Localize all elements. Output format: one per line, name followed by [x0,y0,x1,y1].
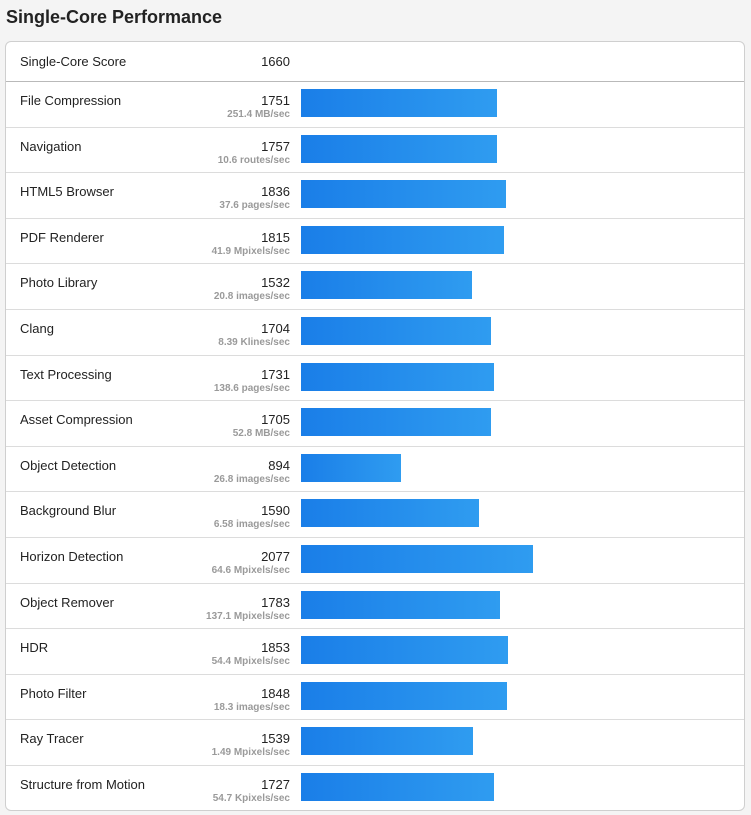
benchmark-score: 1783 [261,594,290,610]
score-bar [301,773,494,801]
benchmark-score: 1727 [261,777,290,792]
summary-row: Single-Core Score 1660 [6,42,744,82]
benchmark-rate: 137.1 Mpixels/sec [206,610,290,622]
benchmark-rate: 10.6 routes/sec [217,154,290,166]
table-row: Navigation 1757 10.6 routes/sec [6,128,744,174]
score-bar [301,681,507,710]
benchmark-rate: 138.6 pages/sec [213,382,290,394]
score-bar [301,408,491,437]
benchmark-rate: 41.9 Mpixels/sec [211,245,290,257]
table-row: PDF Renderer 1815 41.9 Mpixels/sec [6,219,744,265]
benchmark-name: HTML5 Browser [20,184,114,200]
table-row: File Compression 1751 251.4 MB/sec [6,82,744,128]
summary-label: Single-Core Score [20,54,127,69]
benchmark-name: Photo Filter [20,685,87,701]
benchmark-name: Structure from Motion [20,777,145,792]
benchmark-rate: 54.7 Kpixels/sec [212,793,290,804]
score-bar [301,727,473,756]
benchmark-score: 1532 [261,275,290,291]
benchmark-name: Asset Compression [20,412,133,428]
score-bar [301,362,494,391]
benchmark-table: Single-Core Score 1660 File Compression 1… [5,41,745,811]
score-bar [301,499,479,528]
score-bar [301,271,472,300]
benchmark-score: 1757 [261,138,290,154]
benchmark-rate: 8.39 Klines/sec [218,337,290,348]
page-title: Single-Core Performance [6,7,223,27]
score-bar [301,453,401,482]
benchmark-name: Ray Tracer [20,731,84,747]
table-row: Photo Library 1532 20.8 images/sec [6,264,744,310]
table-row: Text Processing 1731 138.6 pages/sec [6,356,744,402]
score-bar [301,545,533,573]
table-row: Ray Tracer 1539 1.49 Mpixels/sec [6,720,744,766]
table-row: Photo Filter 1848 18.3 images/sec [6,675,744,721]
benchmark-name: Navigation [20,138,82,154]
score-bar [301,317,491,345]
score-bar [301,134,497,163]
benchmark-name: Horizon Detection [20,549,124,564]
benchmark-rate: 52.8 MB/sec [232,428,290,440]
benchmark-name: Background Blur [20,503,117,519]
benchmark-name: PDF Renderer [20,229,104,245]
table-row: HTML5 Browser 1836 37.6 pages/sec [6,173,744,219]
benchmark-score: 1848 [261,685,290,701]
benchmark-score: 1815 [261,229,290,245]
benchmark-rate: 1.49 Mpixels/sec [211,747,290,759]
table-row: Horizon Detection 2077 64.6 Mpixels/sec [6,538,744,584]
table-row: Object Remover 1783 137.1 Mpixels/sec [6,584,744,630]
benchmark-rate: 37.6 pages/sec [219,200,290,212]
benchmark-rate: 20.8 images/sec [213,291,290,303]
benchmark-score: 1751 [261,93,290,108]
benchmark-score: 1539 [261,731,290,747]
benchmark-name: Photo Library [20,275,98,291]
table-row: Clang 1704 8.39 Klines/sec [6,310,744,356]
benchmark-rate: 64.6 Mpixels/sec [211,565,290,576]
benchmark-name: HDR [20,640,49,656]
benchmark-score: 1590 [261,503,290,519]
score-bar [301,225,504,254]
benchmark-score: 1836 [261,184,290,200]
table-row: Object Detection 894 26.8 images/sec [6,447,744,493]
table-row: Asset Compression 1705 52.8 MB/sec [6,401,744,447]
score-bar [301,590,500,619]
benchmark-score: 894 [268,457,290,473]
benchmark-score: 1704 [261,321,290,336]
benchmark-score: 1731 [261,366,290,382]
score-bar [301,89,497,117]
benchmark-name: Clang [20,321,54,336]
benchmark-score: 1705 [261,412,290,428]
benchmark-name: File Compression [20,93,122,108]
table-row: HDR 1853 54.4 Mpixels/sec [6,629,744,675]
benchmark-rate: 54.4 Mpixels/sec [211,656,290,668]
score-bar [301,636,508,665]
benchmark-score: 2077 [261,549,290,564]
benchmark-name: Object Remover [20,594,114,610]
benchmark-rate: 6.58 images/sec [213,519,290,531]
benchmark-rate: 26.8 images/sec [213,473,290,485]
summary-score: 1660 [261,54,290,69]
benchmark-score: 1853 [261,640,290,656]
table-row: Background Blur 1590 6.58 images/sec [6,492,744,538]
benchmark-rate: 18.3 images/sec [213,701,290,713]
table-row: Structure from Motion 1727 54.7 Kpixels/se… [6,766,744,810]
score-bar [301,180,506,209]
benchmark-rate: 251.4 MB/sec [227,109,290,120]
benchmark-name: Object Detection [20,457,117,473]
benchmark-name: Text Processing [20,366,112,382]
